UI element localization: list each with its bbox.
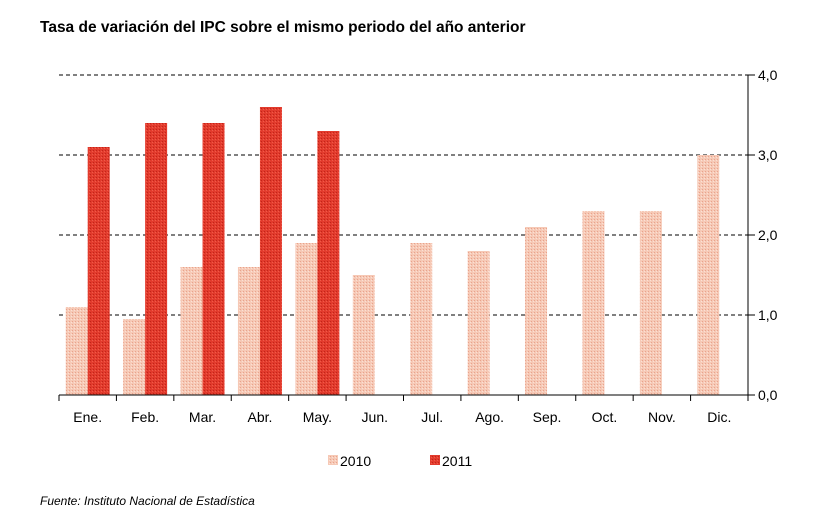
bar-2010-9 [525,227,548,395]
y-tick-label: 4,0 [758,67,778,83]
bar-2011-1 [87,147,110,395]
bar-2011-4 [259,107,282,395]
bar-2010-1 [65,307,88,395]
y-axis: 0,0 1,0 2,0 3,0 4,0 [748,67,778,403]
legend-label-2010: 2010 [340,453,371,469]
legend-swatch-2010 [328,455,338,465]
bar-2010-10 [582,211,605,395]
x-tick-label: Ago. [475,409,504,425]
x-tick-label: Mar. [189,409,216,425]
y-tick-label: 3,0 [758,147,778,163]
bar-2010-12 [697,155,720,395]
x-tick-label: Sep. [533,409,562,425]
bar-2011-2 [145,123,168,395]
chart-title: Tasa de variación del IPC sobre el mismo… [40,19,526,36]
bar-2010-3 [180,267,203,395]
x-tick-label: Abr. [248,409,273,425]
bar-2010-7 [410,243,433,395]
legend-swatch-2011 [430,455,440,465]
bar-2011-5 [317,131,340,395]
gridlines [59,74,748,316]
legend: 2010 2011 [328,453,472,469]
x-tick-label: Feb. [131,409,159,425]
bar-2011-3 [202,123,225,395]
bar-2010-5 [295,243,318,395]
x-tick-label: Jul. [421,409,443,425]
bar-2010-6 [352,275,375,395]
x-tick-label: Dic. [707,409,731,425]
y-tick-label: 0,0 [758,387,778,403]
bar-2010-8 [467,251,490,395]
bar-2010-2 [123,319,146,395]
x-tick-label: Ene. [73,409,102,425]
x-tick-label: Jun. [362,409,388,425]
legend-label-2011: 2011 [442,453,472,469]
x-tick-labels: Ene. Feb. Mar. Abr. May. Jun. Jul. Ago. Sep. Oct.… [73,409,731,425]
y-tick-label: 2,0 [758,227,778,243]
y-tick-label: 1,0 [758,307,778,323]
bar-2010-11 [639,211,662,395]
source-note: Fuente: Instituto Nacional de Estadístic… [40,494,255,508]
bar-2010-4 [237,267,260,395]
x-tick-label: May. [303,409,332,425]
x-tick-label: Oct. [592,409,618,425]
bars [65,107,720,395]
x-tick-label: Nov. [648,409,676,425]
